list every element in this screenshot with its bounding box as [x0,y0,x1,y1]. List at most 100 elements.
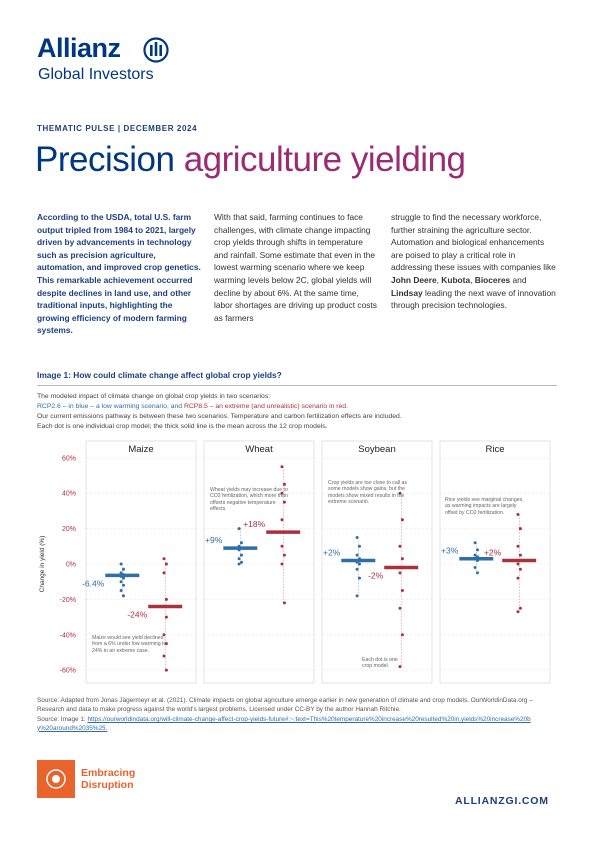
model-dot [122,594,125,598]
source-link[interactable]: https://ourworldindata.org/will-climate-… [37,716,531,732]
model-dot [237,557,241,561]
text: struggle to find the necessary workforce… [391,212,556,273]
model-dot [280,544,284,548]
model-dot [280,491,284,495]
company: John Deere [391,274,437,285]
model-dot [398,606,402,610]
text: Disruption [81,779,134,791]
figure-intro: The modeled impact of climate change on … [37,392,557,432]
model-dot [355,535,359,539]
model-dot [358,562,361,566]
model-dot [282,482,286,486]
text: – an extreme (and unrealistic) scenario … [207,403,348,410]
panel-title: Rice [485,444,504,455]
intro-line: Our current emissions pathway is between… [37,413,402,420]
y-tick-label: -60% [60,668,76,675]
model-dot [119,589,123,593]
text: – in blue – a low warming scenario, and [60,403,184,410]
figure-caption: Image 1: How could climate change affect… [37,370,282,380]
model-dot [119,580,123,584]
badge-text: Embracing Disruption [81,767,135,791]
model-dot [473,553,477,557]
model-dot [518,527,522,531]
company: Kubota [441,274,471,285]
title-part: agriculture yielding [183,140,466,179]
model-dot [518,567,522,571]
model-dot [282,601,286,605]
model-dot [355,553,359,557]
model-dot [516,610,520,614]
panel [85,440,197,684]
y-tick-label: 60% [62,455,76,462]
panel-title: Maize [128,444,153,455]
panel-title: Soybean [358,444,396,455]
model-dot [400,557,404,561]
column: With that said, farming continues to fac… [214,212,377,323]
annotation: Crop yields are too close to call as som… [328,480,408,505]
annotation: Rice yields see marginal changes, as war… [445,497,524,516]
model-dot [398,491,402,495]
source: Source: Adapted from Jonas Jägermeyr et … [37,697,533,713]
model-dot [358,576,361,580]
model-dot [355,567,359,571]
panel [321,440,433,684]
model-dot [476,548,479,552]
model-dot [164,615,168,619]
kicker: THEMATIC PULSE | DECEMBER 2024 [37,124,198,133]
model-dot [240,541,243,545]
y-tick-label: 20% [62,526,76,533]
model-dot [162,557,166,561]
brand: Allianz [37,33,121,63]
model-dot [164,668,168,672]
intro-line: The modeled impact of climate change on … [37,393,271,400]
model-dot [400,589,404,593]
series-name: RCP2.6 [37,403,61,410]
model-dot [282,553,286,557]
title: Precision agriculture yielding [35,140,466,180]
model-dot [358,544,361,548]
text: , [470,274,475,285]
model-dot [516,512,520,516]
model-dot [280,518,284,522]
y-tick-label: -40% [60,632,76,639]
intro-line: RCP2.6 – in blue – a low warming scenari… [37,402,557,412]
text: and [510,274,527,285]
panel [203,440,315,684]
model-dot [400,633,404,637]
model-dot [240,553,243,557]
text: leading the next wave of innovation thro… [391,287,556,311]
model-dot [237,562,241,566]
column: struggle to find the necessary workforce… [391,211,556,312]
series-name: RCP8.5 [183,403,208,410]
model-dot [355,594,359,598]
annotation: Maize would see yield declines, from a 6… [92,635,167,654]
model-dot [164,642,168,646]
model-dot [237,527,241,531]
model-dot [518,553,522,557]
text: , [436,274,442,285]
model-dot [518,606,522,610]
site: ALLIANZGI.COM [455,795,549,807]
model-dot [240,560,243,564]
text: Source: Image 1: [37,716,88,723]
model-dot [282,500,286,504]
chart: Change in yield (%) -60% -40% -20% 0% 20% 40% 6… [39,440,551,684]
company: Bioceres [474,274,511,285]
division: Global Investors [38,66,154,83]
mean-label: -24% [127,609,147,619]
rule [37,385,557,386]
model-dot [280,562,284,566]
model-dot [122,567,125,571]
source: Source: Image 1: https://ourworldindata.… [37,716,537,733]
model-dot [400,518,404,522]
title-part: Precision [35,140,175,179]
model-dot [280,465,284,469]
y-tick-label: 40% [62,491,76,498]
model-dot [473,566,477,570]
intro-line: Each dot is one individual crop model; t… [37,423,328,430]
model-dot [473,541,477,545]
mean-label: +18% [243,519,265,529]
mean-label: +2% [484,547,502,557]
model-dot [164,562,168,566]
